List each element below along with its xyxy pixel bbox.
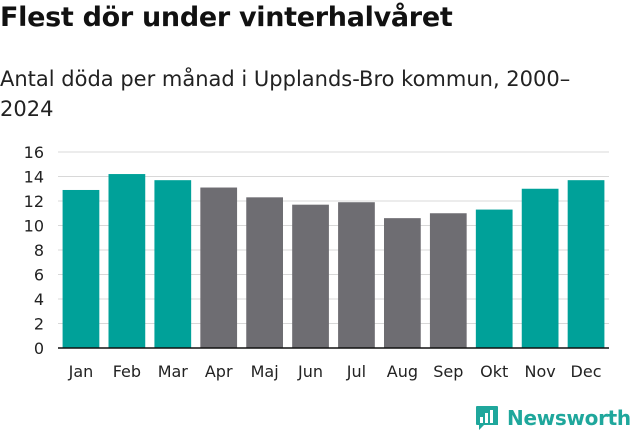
chart-title: Flest dör under vinterhalvåret [0, 2, 453, 33]
bar [567, 180, 605, 348]
bar [292, 204, 329, 348]
y-tick-label: 14 [24, 168, 44, 187]
bar [108, 174, 146, 348]
bar [521, 188, 559, 348]
chart-subtitle: Antal döda per månad i Upplands-Bro komm… [0, 67, 571, 121]
bar [246, 197, 283, 348]
x-tick-label: Aug [387, 362, 418, 381]
bar [200, 187, 238, 348]
y-tick-label: 10 [24, 217, 44, 236]
x-tick-label: Dec [571, 362, 602, 381]
x-tick-label: Maj [251, 362, 279, 381]
y-tick-label: 0 [34, 339, 44, 358]
y-tick-label: 12 [24, 192, 44, 211]
x-tick-label: Jan [68, 362, 94, 381]
x-tick-label: Nov [525, 362, 556, 381]
x-tick-label: Jun [297, 362, 323, 381]
chart-badge-icon [476, 406, 498, 430]
bar [384, 218, 421, 348]
bar [475, 209, 513, 348]
bar [62, 189, 100, 348]
bar [154, 180, 192, 348]
x-tick-label: Okt [480, 362, 508, 381]
y-tick-label: 6 [34, 266, 44, 285]
y-tick-label: 4 [34, 290, 44, 309]
x-tick-label: Apr [205, 362, 233, 381]
x-tick-label: Sep [433, 362, 463, 381]
bar [429, 213, 467, 348]
bar [338, 202, 375, 348]
x-tick-label: Jul [346, 362, 366, 381]
y-tick-label: 16 [24, 143, 44, 162]
x-tick-label: Feb [113, 362, 141, 381]
logo-text: Newsworthy [507, 406, 631, 430]
x-tick-label: Mar [158, 362, 189, 381]
y-tick-label: 8 [34, 241, 44, 260]
y-tick-label: 2 [34, 315, 44, 334]
newsworthy-logo: Newsworthy [475, 405, 631, 431]
